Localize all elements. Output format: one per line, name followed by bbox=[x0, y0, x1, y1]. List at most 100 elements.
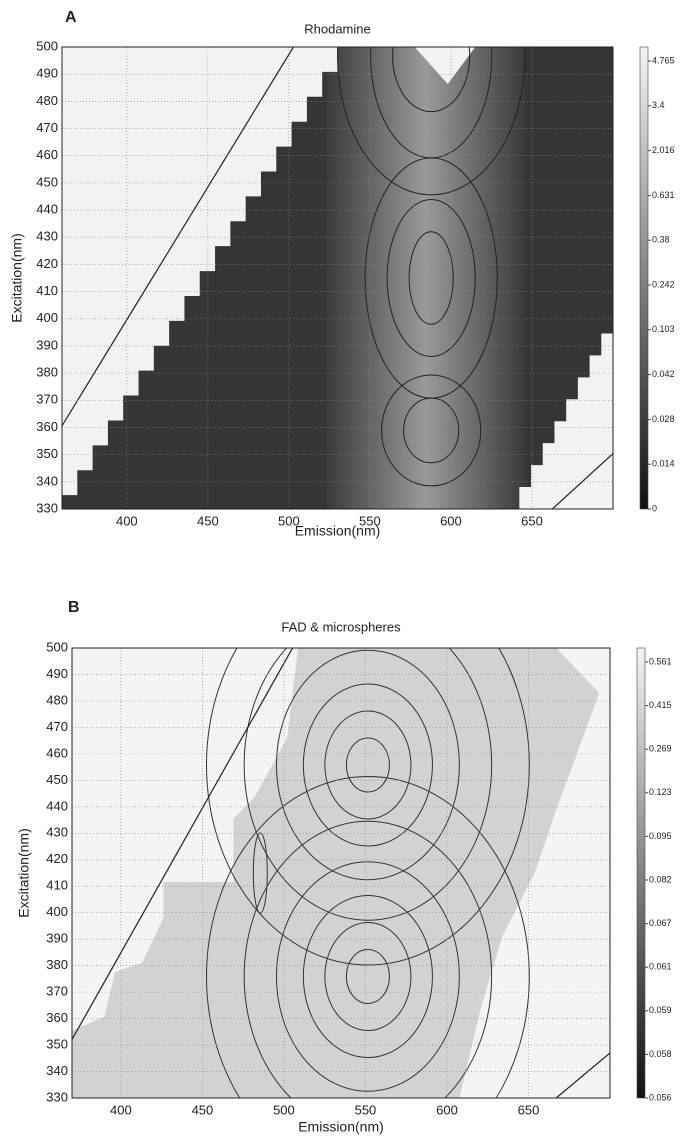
colorbar-tick-label: 0.067 bbox=[649, 918, 672, 928]
x-tick-label: 450 bbox=[192, 1102, 214, 1117]
x-tick-label: 450 bbox=[197, 513, 219, 528]
colorbar-tick-label: 0.561 bbox=[649, 656, 672, 666]
y-tick-label: 410 bbox=[46, 878, 68, 893]
y-tick-label: 400 bbox=[36, 310, 58, 325]
chart-title: Rhodamine bbox=[304, 21, 371, 36]
y-tick-label: 420 bbox=[46, 851, 68, 866]
contour-line bbox=[381, 374, 482, 487]
contour-line bbox=[206, 648, 530, 966]
contour-line bbox=[275, 861, 460, 1092]
y-tick-label: 470 bbox=[46, 719, 68, 734]
colorbar-tick-label: 0 bbox=[652, 503, 657, 513]
contour-line bbox=[386, 198, 476, 358]
plot-frame bbox=[71, 647, 611, 1099]
y-tick-label: 450 bbox=[36, 174, 58, 189]
contour-line bbox=[403, 397, 460, 464]
contour-line bbox=[345, 949, 390, 1004]
y-tick-label: 340 bbox=[46, 1063, 68, 1078]
contour-line bbox=[324, 922, 412, 1031]
x-tick-label: 500 bbox=[273, 1102, 295, 1117]
x-tick-label: 650 bbox=[521, 513, 543, 528]
colorbar-tick-label: 0.123 bbox=[649, 787, 672, 797]
x-tick-label: 400 bbox=[110, 1102, 132, 1117]
y-tick-label: 420 bbox=[36, 256, 58, 271]
y-tick-label: 390 bbox=[46, 931, 68, 946]
scatter-line bbox=[551, 453, 613, 509]
y-tick-label: 330 bbox=[36, 500, 58, 515]
y-tick-label: 430 bbox=[46, 825, 68, 840]
y-tick-label: 480 bbox=[46, 692, 68, 707]
y-tick-label: 380 bbox=[46, 957, 68, 972]
contour-line bbox=[206, 776, 530, 1098]
colorbar-tick-label: 0.014 bbox=[652, 459, 675, 469]
y-tick-label: 440 bbox=[36, 201, 58, 216]
x-tick-label: 550 bbox=[359, 513, 381, 528]
colorbar-tick-label: 0.095 bbox=[649, 831, 672, 841]
y-tick-label: 330 bbox=[46, 1089, 68, 1104]
contour-line bbox=[302, 683, 433, 847]
empty-region bbox=[507, 333, 613, 509]
colorbar-tick-label: 0.056 bbox=[649, 1092, 672, 1102]
empty-region bbox=[62, 47, 338, 509]
scatter-line bbox=[62, 47, 294, 427]
y-tick-label: 370 bbox=[36, 392, 58, 407]
colorbar-tick-label: 0.242 bbox=[652, 279, 675, 289]
y-tick-label: 490 bbox=[46, 666, 68, 681]
y-tick-label: 440 bbox=[46, 798, 68, 813]
x-tick-label: 650 bbox=[518, 1102, 540, 1117]
y-tick-label: 410 bbox=[36, 283, 58, 298]
heatmap bbox=[62, 47, 613, 509]
y-tick-label: 360 bbox=[46, 1010, 68, 1025]
contour-line bbox=[324, 710, 412, 820]
y-axis-label: Excitation(nm) bbox=[9, 233, 25, 322]
contour-line bbox=[345, 737, 390, 793]
x-tick-label: 500 bbox=[278, 513, 300, 528]
y-tick-label: 340 bbox=[36, 473, 58, 488]
colorbar-tick-label: 0.042 bbox=[652, 369, 675, 379]
contour-line bbox=[337, 47, 526, 196]
colorbar-tick-label: 0.415 bbox=[649, 700, 672, 710]
y-tick-label: 390 bbox=[36, 337, 58, 352]
plot-frame bbox=[61, 46, 614, 510]
y-tick-label: 500 bbox=[46, 639, 68, 654]
y-tick-label: 500 bbox=[36, 38, 58, 53]
colorbar-tick-label: 0.061 bbox=[649, 962, 672, 972]
colorbar-tick-label: 0.059 bbox=[649, 1005, 672, 1015]
panel-label: A bbox=[65, 9, 77, 26]
contour-line bbox=[408, 231, 454, 325]
x-tick-label: 400 bbox=[116, 513, 138, 528]
contour-line bbox=[302, 895, 433, 1058]
contour-line bbox=[243, 820, 493, 1098]
empty-region bbox=[459, 648, 610, 1098]
x-axis-label: Emission(nm) bbox=[295, 523, 381, 539]
y-axis-label: Excitation(nm) bbox=[16, 828, 32, 917]
y-tick-label: 350 bbox=[46, 1036, 68, 1051]
colorbar-tick-label: 2.016 bbox=[652, 145, 675, 155]
panel-label: B bbox=[68, 599, 80, 616]
heatmap bbox=[72, 648, 610, 1098]
empty-region bbox=[414, 47, 476, 84]
colorbar-tick-label: 0.38 bbox=[652, 235, 670, 245]
colorbar-tick-label: 0.028 bbox=[652, 414, 675, 424]
colorbar-tick-label: 4.765 bbox=[652, 55, 675, 65]
colorbar-tick-label: 0.269 bbox=[649, 744, 672, 754]
x-tick-label: 550 bbox=[355, 1102, 377, 1117]
colorbar-tick-label: 0.058 bbox=[649, 1049, 672, 1059]
y-tick-label: 380 bbox=[36, 365, 58, 380]
contour-line bbox=[243, 648, 493, 921]
scatter-line bbox=[555, 1052, 610, 1098]
chart-title: FAD & microspheres bbox=[281, 619, 401, 634]
contour-line bbox=[392, 47, 471, 113]
y-tick-label: 460 bbox=[36, 147, 58, 162]
colorbar bbox=[636, 647, 646, 1099]
y-tick-label: 400 bbox=[46, 904, 68, 919]
colorbar-tick-label: 0.082 bbox=[649, 874, 672, 884]
y-tick-label: 370 bbox=[46, 984, 68, 999]
contour-line bbox=[252, 832, 268, 914]
y-tick-label: 460 bbox=[46, 745, 68, 760]
contour-line bbox=[275, 649, 460, 881]
scatter-line bbox=[72, 648, 294, 1040]
y-tick-label: 350 bbox=[36, 446, 58, 461]
y-tick-label: 470 bbox=[36, 120, 58, 135]
